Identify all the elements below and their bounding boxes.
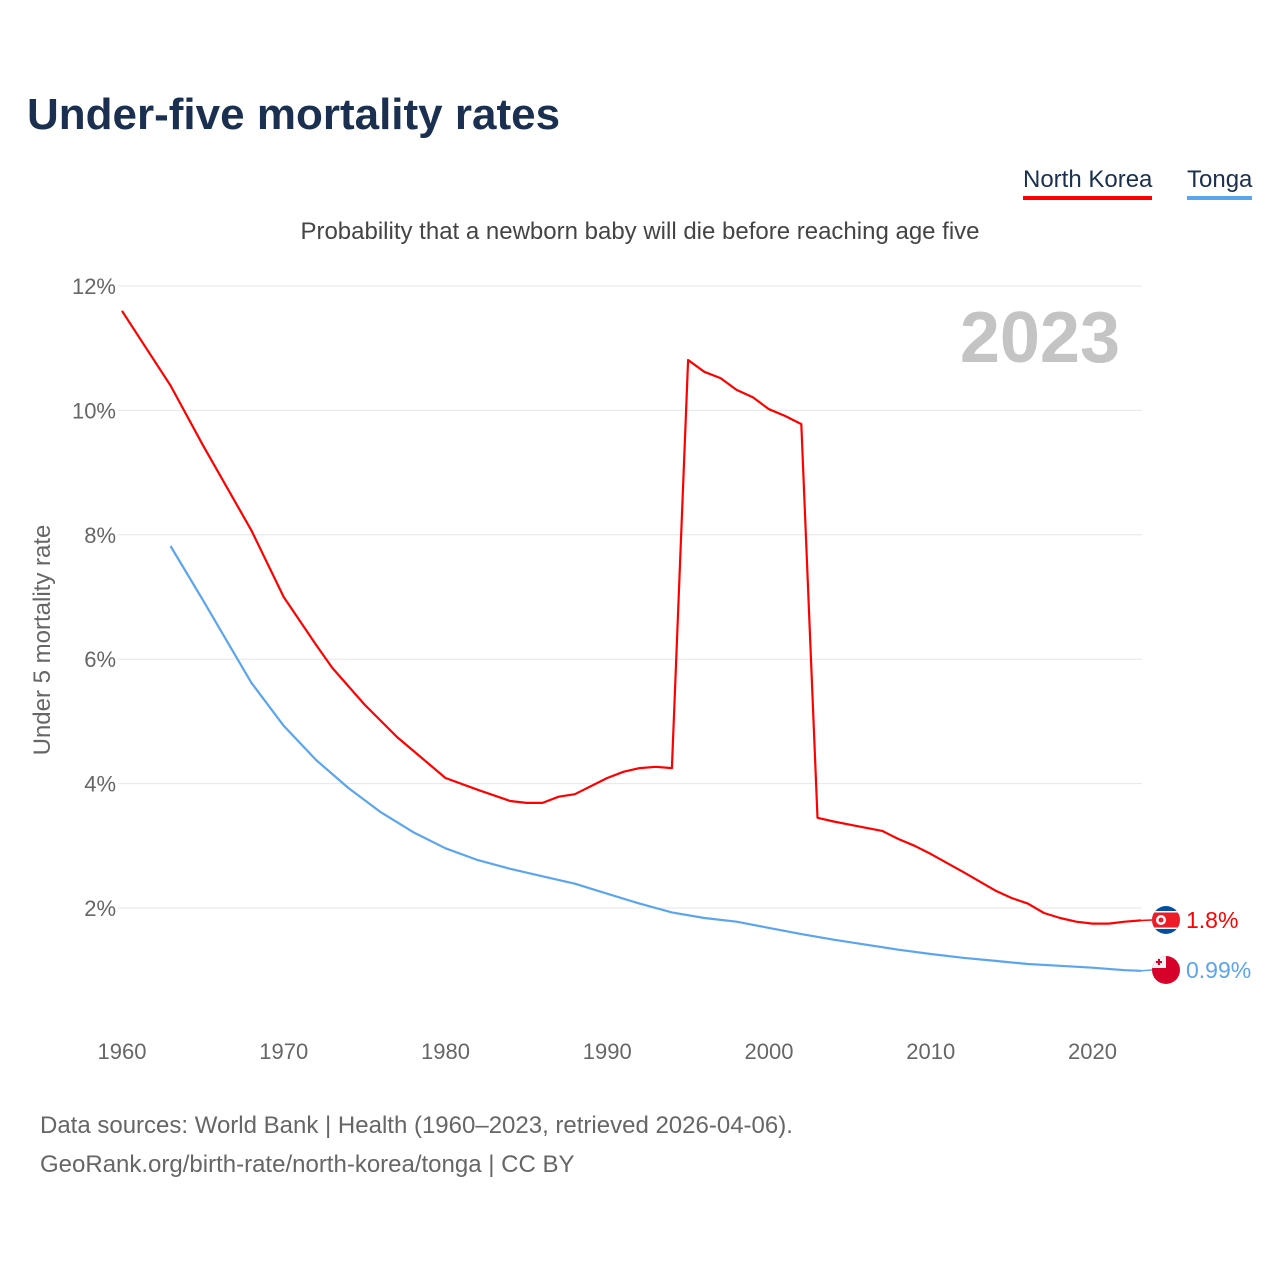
y-tick-label: 12%: [72, 274, 116, 299]
x-tick-label: 1970: [259, 1039, 308, 1064]
chart-subtitle: Probability that a newborn baby will die…: [300, 218, 980, 245]
end-value-label: 1.8%: [1186, 907, 1238, 933]
legend-north-korea[interactable]: North Korea: [1023, 166, 1153, 200]
y-tick-label: 10%: [72, 398, 116, 423]
x-tick-label: 2020: [1068, 1039, 1117, 1064]
series-line-tonga[interactable]: [169, 545, 1142, 972]
x-tick-label: 1960: [98, 1039, 147, 1064]
y-tick-label: 2%: [84, 896, 116, 921]
footer-sources: Data sources: World Bank | Health (1960–…: [40, 1112, 793, 1139]
x-tick-label: 2000: [745, 1039, 794, 1064]
legend-tonga[interactable]: Tonga: [1187, 166, 1253, 200]
x-tick-label: 1980: [421, 1039, 470, 1064]
north-korea-flag-icon: [1152, 906, 1180, 934]
end-value-label: 0.99%: [1186, 957, 1251, 983]
footer: Data sources: World Bank | Health (1960–…: [40, 1106, 793, 1184]
x-tick-label: 1990: [583, 1039, 632, 1064]
series-line-north-korea[interactable]: [121, 310, 1142, 925]
y-axis-label: Under 5 mortality rate: [29, 525, 56, 756]
x-tick-label: 2010: [906, 1039, 955, 1064]
footer-link[interactable]: GeoRank.org/birth-rate/north-korea/tonga…: [40, 1151, 575, 1178]
end-connector: [1140, 969, 1153, 972]
y-tick-label: 8%: [84, 523, 116, 548]
tonga-flag-icon: [1152, 956, 1180, 984]
y-tick-label: 4%: [84, 772, 116, 797]
chart-title: Under-five mortality rates: [27, 90, 561, 139]
y-tick-label: 6%: [84, 647, 116, 672]
year-watermark: 2023: [960, 298, 1120, 378]
